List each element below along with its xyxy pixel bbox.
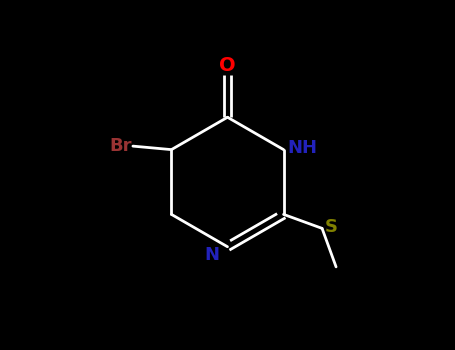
Text: O: O [219,56,236,75]
Text: Br: Br [109,137,132,155]
Text: N: N [204,246,219,265]
Text: NH: NH [288,139,318,157]
Text: S: S [324,218,337,236]
